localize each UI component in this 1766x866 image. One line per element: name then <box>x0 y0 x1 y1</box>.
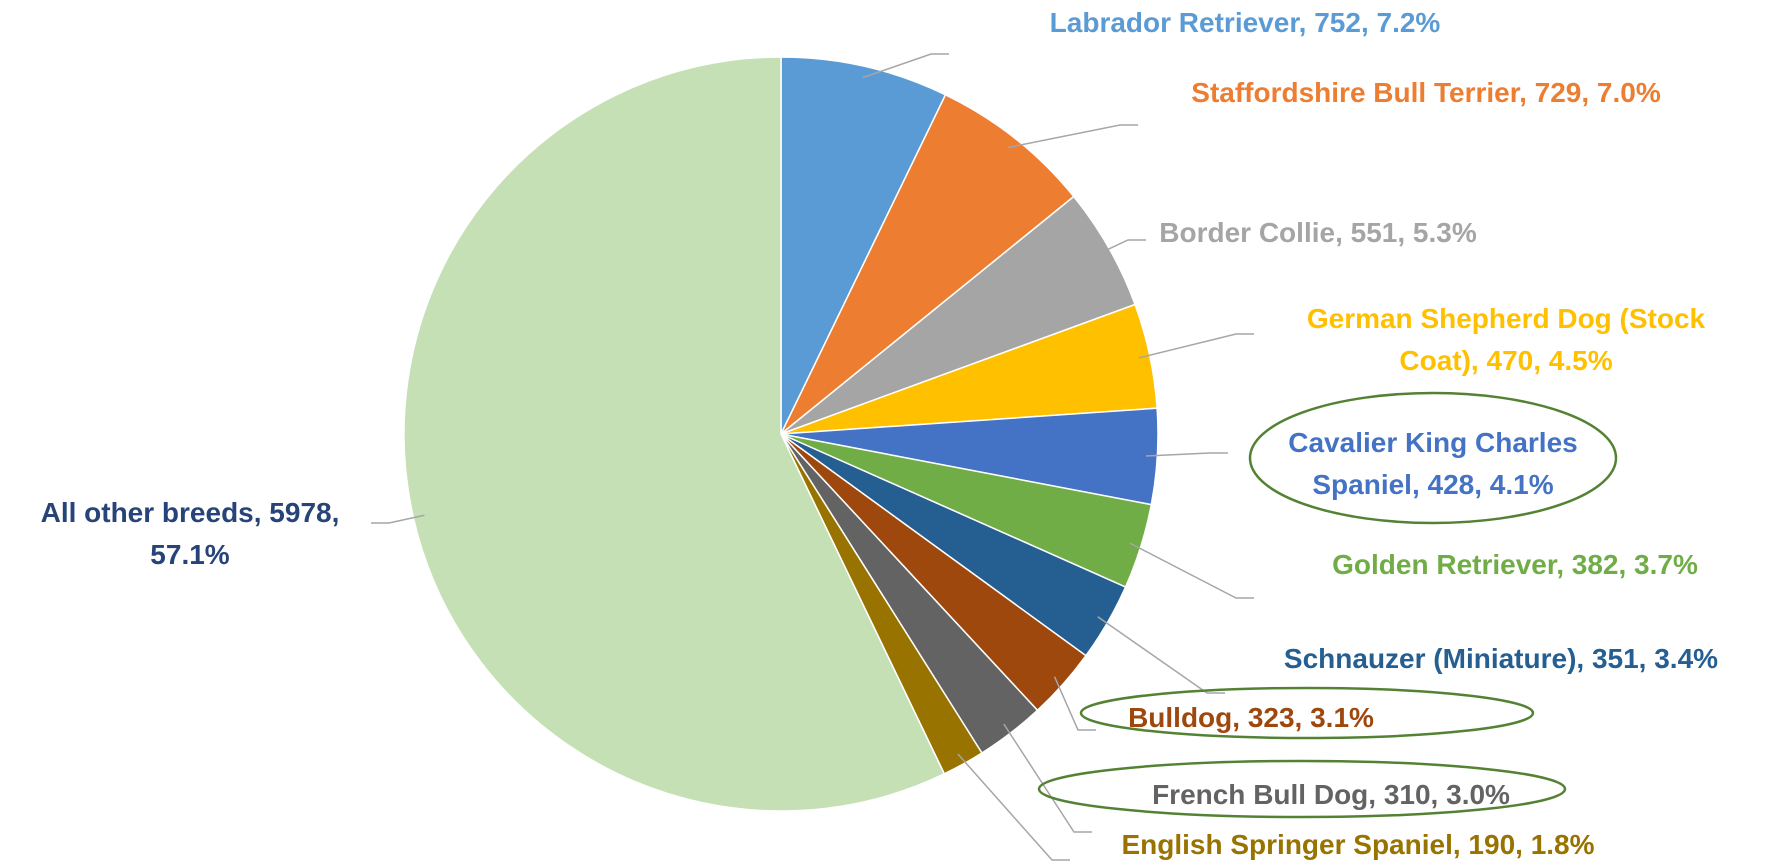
data-label: German Shepherd Dog (Stock Coat), 470, 4… <box>1269 298 1744 382</box>
data-label: Border Collie, 551, 5.3% <box>1018 212 1618 254</box>
leader-line <box>1146 453 1228 456</box>
data-label: Staffordshire Bull Terrier, 729, 7.0% <box>1076 72 1766 114</box>
data-label: Cavalier King Charles Spaniel, 428, 4.1% <box>1263 422 1603 506</box>
data-label: Labrador Retriever, 752, 7.2% <box>895 2 1595 44</box>
leader-line <box>1004 724 1092 832</box>
page: Labrador Retriever, 752, 7.2% Staffordshi… <box>0 0 1766 865</box>
data-label: Bulldog, 323, 3.1% <box>1001 697 1501 739</box>
data-label: French Bull Dog, 310, 3.0% <box>1081 774 1581 816</box>
data-label: Schnauzer (Miniature), 351, 3.4% <box>1201 638 1766 680</box>
data-label: English Springer Spaniel, 190, 1.8% <box>1008 824 1708 866</box>
data-label: All other breeds, 5978, 57.1% <box>10 492 370 576</box>
data-label: Golden Retriever, 382, 3.7% <box>1215 544 1766 586</box>
leader-line <box>1008 125 1138 147</box>
leader-line <box>1139 334 1254 358</box>
